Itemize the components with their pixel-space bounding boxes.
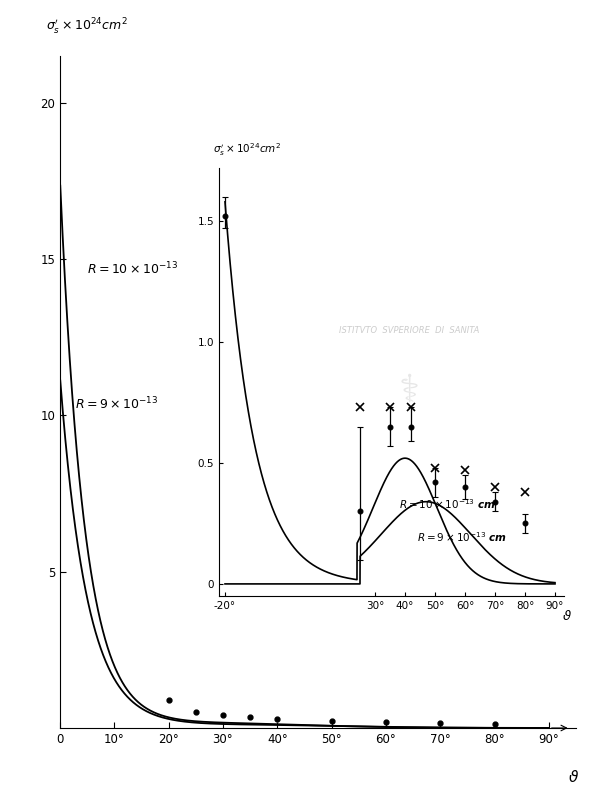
Text: $R = 10\times10^{-13}$ cm: $R = 10\times10^{-13}$ cm xyxy=(399,497,496,511)
Text: $\sigma_s' \times 10^{24}cm^2$: $\sigma_s' \times 10^{24}cm^2$ xyxy=(46,17,128,37)
Text: $R = 9\times10^{-13}$ cm: $R = 9\times10^{-13}$ cm xyxy=(417,530,507,543)
Text: $\vartheta$: $\vartheta$ xyxy=(568,769,579,785)
Text: $R = 9\times10^{-13}$: $R = 9\times10^{-13}$ xyxy=(75,395,158,412)
Text: ISTITVTO  SVPERIORE  DI  SANITA: ISTITVTO SVPERIORE DI SANITA xyxy=(338,326,479,335)
Text: $R = 10\times10^{-13}$: $R = 10\times10^{-13}$ xyxy=(87,261,178,278)
Text: $\vartheta$: $\vartheta$ xyxy=(562,609,572,623)
Text: $\sigma_s' \times 10^{24}cm^2$: $\sigma_s' \times 10^{24}cm^2$ xyxy=(213,142,281,158)
Text: ⚕: ⚕ xyxy=(398,371,419,410)
